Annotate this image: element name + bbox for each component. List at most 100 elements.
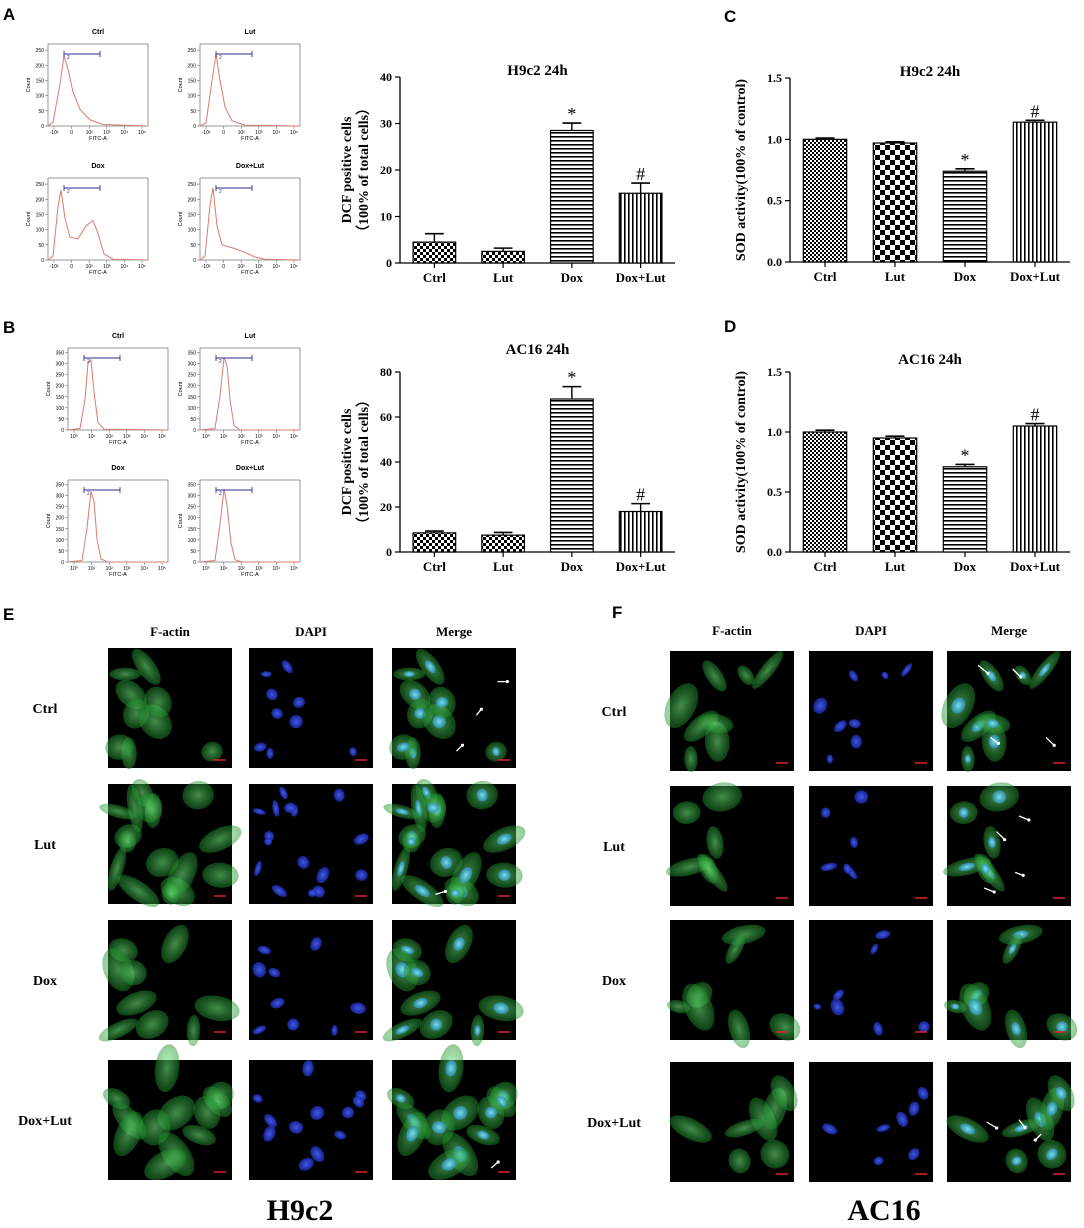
flow-ytick-label: 150: [188, 527, 197, 533]
micrograph-merge: [389, 648, 516, 770]
flow-gate-label: 2: [219, 491, 222, 497]
cell-nucleus: [352, 1096, 365, 1108]
flow-xlabel: FITC-A: [109, 440, 127, 446]
chart-title: AC16 24h: [898, 352, 962, 368]
cell-cytoskeleton: [201, 741, 223, 762]
micrograph-green: [666, 782, 794, 906]
flow-ytick-label: 250: [36, 182, 45, 188]
cell-nucleus-merged: [450, 889, 460, 898]
flow-histogram-curve: [67, 491, 168, 563]
bar: [549, 398, 594, 553]
flow-ytick-label: 200: [188, 63, 197, 69]
x-tick-label: Dox+Lut: [1010, 269, 1061, 284]
flow-histogram-a-3: Dox+Lut 0 50 100 150 200 250 -10² 0 10² 10³ 10⁴ 10⁵ F…: [178, 163, 301, 276]
flow-ytick-label: 250: [188, 182, 197, 188]
micrograph-background: [809, 1062, 933, 1182]
flow-ylabel: Count: [178, 77, 184, 92]
cell-nucleus-merged: [493, 1002, 509, 1015]
x-tick-label: Lut: [885, 269, 906, 284]
flow-plot-area: [199, 347, 301, 431]
flow-xtick-label: 10⁰: [202, 434, 210, 440]
flow-xlabel: FITC-A: [109, 572, 127, 578]
flow-ytick-label: 50: [38, 243, 44, 249]
cell-cytoskeleton: [769, 1013, 801, 1041]
micrograph-blue: [249, 920, 373, 1040]
cell-cytoskeleton: [113, 1111, 144, 1157]
flow-ytick-label: 0: [41, 258, 44, 264]
cell-nucleus: [813, 1003, 822, 1010]
x-tick-label: Dox+Lut: [616, 559, 667, 574]
y-axis-label: SOD activity(100% of control): [734, 371, 749, 553]
y-axis-label: DCF positive cells （100% of total cells）: [340, 101, 372, 239]
cell-nucleus-merged: [958, 862, 976, 872]
cell-nucleus: [820, 807, 831, 818]
y-tick-label: 0: [386, 256, 392, 270]
micrograph-green: [664, 650, 794, 773]
cell-cytoskeleton: [107, 846, 127, 891]
flow-xtick-label: 10²: [106, 434, 114, 440]
flow-title: Ctrl: [112, 333, 124, 340]
cell-nucleus: [908, 1101, 920, 1116]
cell-nucleus-merged: [409, 688, 421, 701]
flow-plot-area: [67, 347, 169, 431]
y-tick-label: 0.0: [767, 545, 782, 559]
cell-cytoskeleton: [182, 780, 214, 810]
cell-nucleus-merged: [496, 833, 512, 845]
bar: [618, 192, 663, 264]
cell-nucleus: [272, 800, 280, 817]
flow-ytick-label: 150: [36, 212, 45, 218]
row-label: Dox: [602, 974, 626, 989]
flow-ylabel: Count: [178, 513, 184, 528]
flow-plot-area: [47, 43, 149, 127]
x-tick-label: Ctrl: [423, 270, 446, 285]
cell-nucleus-merged: [445, 1059, 457, 1077]
flow-ytick-label: 50: [58, 549, 64, 555]
bar: [412, 532, 457, 553]
cell-cytoskeleton: [684, 745, 698, 773]
cell-nucleus: [901, 663, 913, 677]
cell-nucleus: [881, 671, 889, 679]
flow-ylabel: Count: [46, 513, 52, 528]
flow-gate-label: 2: [67, 55, 70, 61]
micrograph-blue: [809, 651, 933, 771]
y-tick-label: 20: [380, 163, 392, 177]
cell-nucleus-merged: [407, 837, 416, 846]
flow-xtick-label: 10³: [123, 434, 131, 440]
micrograph-blue: [249, 1059, 373, 1180]
flow-xtick-label: 10⁵: [290, 264, 298, 270]
flow-ytick-label: 150: [188, 212, 197, 218]
flow-ytick-label: 100: [188, 94, 197, 100]
cell-nucleus-merged: [1056, 1021, 1068, 1033]
y-tick-label: 1.0: [767, 425, 782, 439]
micrograph-merge: [383, 779, 526, 908]
cell-nucleus: [287, 1018, 300, 1031]
cell-line-h9c2: H9c2: [267, 1194, 334, 1227]
significance-mark: #: [1031, 405, 1040, 425]
arrow-head: [460, 743, 465, 747]
cell-nucleus-merged: [403, 671, 415, 678]
y-axis-label: DCF positive cells （100% of total cells）: [340, 393, 372, 531]
micrograph-background: [809, 651, 933, 771]
flow-ytick-label: 200: [56, 384, 65, 390]
cell-nucleus: [284, 802, 297, 813]
flow-xtick-label: 10³: [255, 264, 263, 270]
cell-nucleus: [876, 1124, 890, 1133]
cell-nucleus-merged: [453, 1106, 468, 1120]
micrograph-green: [103, 1044, 234, 1181]
cell-cytoskeleton: [725, 934, 746, 964]
bar-chart-b: AC16 24h 0 20 40 60 80 DCF positive cells （100%…: [340, 342, 675, 574]
micrograph-merge: [387, 1044, 518, 1181]
flow-ytick-label: 100: [56, 406, 65, 412]
micrograph-green: [98, 920, 240, 1047]
panel-label-a: A: [3, 5, 15, 24]
micrograph-merge: [943, 782, 1071, 906]
cell-nucleus: [257, 945, 271, 955]
cell-nucleus: [813, 697, 828, 714]
micrograph-blue: [249, 648, 373, 768]
cell-nucleus-merged: [432, 1121, 447, 1134]
cell-nucleus: [289, 714, 303, 729]
flow-ytick-label: 0: [193, 560, 196, 566]
arrow-indicator: [1012, 668, 1022, 678]
cell-nucleus: [252, 962, 267, 978]
